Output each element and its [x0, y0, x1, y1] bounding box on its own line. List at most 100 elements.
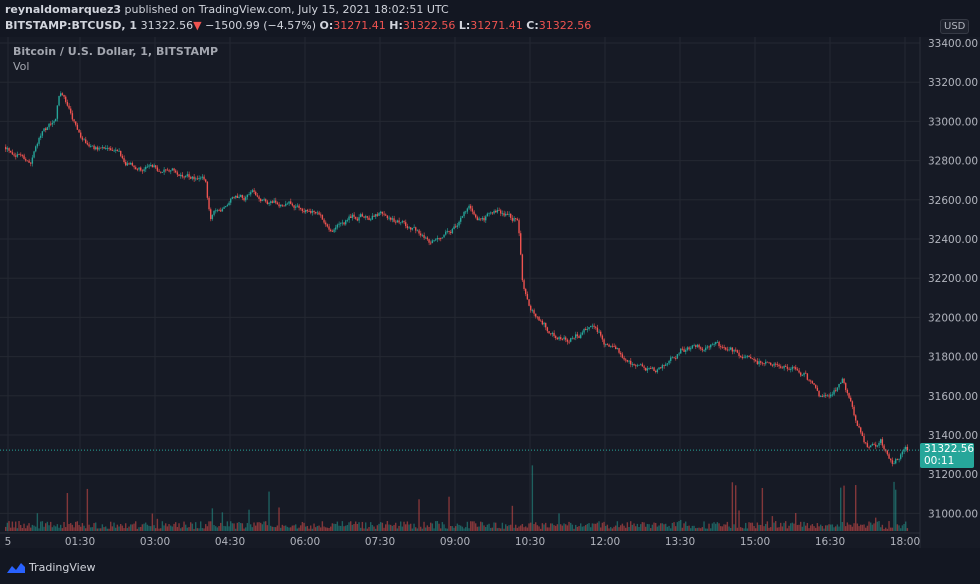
candle: [536, 316, 539, 318]
tradingview-logo-icon: [7, 562, 25, 573]
volume-bar: [225, 526, 227, 531]
volume-bar: [278, 507, 280, 531]
volume-bar: [168, 524, 170, 531]
volume-bar: [448, 496, 450, 531]
volume-bar: [456, 523, 459, 531]
volume-bar: [678, 521, 680, 531]
volume-bar: [765, 524, 767, 531]
candle: [45, 128, 47, 130]
volume-bar: [626, 522, 629, 531]
volume-bar: [180, 528, 182, 531]
candle: [16, 154, 19, 157]
candle: [68, 105, 70, 109]
candle: [153, 165, 155, 168]
volume-bar: [888, 521, 890, 531]
candle: [883, 445, 885, 450]
candle: [41, 131, 44, 136]
volume-bar: [98, 528, 100, 531]
volume-bar: [830, 524, 832, 531]
volume-bar: [766, 521, 769, 531]
volume-bar: [471, 521, 474, 531]
volume-bar: [261, 524, 264, 531]
candle: [433, 240, 435, 242]
volume-bar: [805, 525, 807, 531]
candle: [886, 450, 889, 455]
volume-bar: [833, 527, 835, 531]
volume-bar: [360, 527, 362, 531]
candle: [348, 216, 350, 220]
candle: [295, 206, 297, 208]
volume-bar: [130, 524, 132, 531]
candle: [486, 213, 489, 217]
volume-bar: [371, 525, 374, 531]
currency-button[interactable]: USD: [940, 19, 970, 34]
candle: [426, 237, 429, 240]
volume-bar: [726, 521, 729, 531]
candle: [200, 177, 202, 179]
candle: [130, 163, 132, 165]
author[interactable]: reynaldomarquez3: [5, 3, 122, 16]
volume-bar: [616, 521, 619, 531]
volume-bar: [376, 525, 379, 531]
volume-bar: [901, 525, 904, 531]
candle: [631, 364, 634, 365]
volume-bar: [650, 528, 652, 531]
candle: [785, 365, 787, 367]
tradingview-logo[interactable]: TradingView: [7, 561, 95, 574]
volume-bar: [370, 522, 372, 531]
candle: [36, 143, 39, 147]
candle: [490, 212, 492, 214]
candle: [260, 198, 262, 202]
volume-bar: [538, 526, 540, 531]
volume-bar: [675, 526, 677, 531]
volume-bar: [178, 523, 180, 531]
candle: [840, 383, 842, 384]
price-chart[interactable]: 31000.00 31200.00 31400.00 31600.00 31800.00…: [0, 37, 980, 548]
volume-bar: [760, 524, 762, 531]
volume-bar: [561, 525, 564, 531]
candle: [578, 336, 580, 338]
price-tick: 32800.00: [928, 156, 978, 168]
price-axis[interactable]: 31000.00 31200.00 31400.00 31600.00 31800.00…: [928, 38, 978, 520]
candle: [871, 443, 874, 446]
candle: [220, 210, 222, 212]
candle: [821, 396, 824, 397]
candle: [190, 177, 192, 179]
volume-bar: [390, 524, 392, 531]
candle: [586, 329, 589, 330]
candle: [6, 148, 9, 150]
volume-bar: [396, 528, 399, 531]
candle: [383, 213, 385, 215]
volume-bar: [560, 524, 562, 531]
volume-bar: [590, 527, 592, 531]
volume-bar: [413, 523, 415, 531]
candle: [340, 222, 342, 224]
candle: [61, 93, 64, 95]
volume-bar: [801, 526, 804, 531]
time-tick: 12:00: [590, 536, 620, 548]
volume-bar: [171, 526, 174, 531]
candle: [735, 349, 737, 351]
volume-bar: [355, 521, 357, 531]
time-axis[interactable]: 5 01:30 03:00 04:30 06:00 07:30 09:00 10:30 12:0…: [5, 536, 920, 548]
candle: [405, 222, 407, 227]
candle: [471, 208, 474, 212]
candle: [551, 332, 554, 334]
volume-bar: [183, 521, 185, 531]
volume-bar: [601, 522, 604, 531]
candle: [528, 299, 530, 306]
volume-bar: [221, 512, 224, 531]
volume-bar: [291, 525, 294, 531]
candle: [820, 396, 822, 397]
price-tick: 31400.00: [928, 430, 978, 442]
volume-bar: [503, 528, 505, 531]
candle: [588, 327, 590, 330]
volume-bar: [451, 526, 454, 531]
candle: [300, 207, 302, 209]
candle: [826, 395, 829, 397]
candle: [411, 228, 414, 230]
candle: [425, 237, 427, 239]
candle: [101, 147, 104, 148]
volume-bar: [743, 528, 745, 531]
candle: [30, 162, 32, 164]
